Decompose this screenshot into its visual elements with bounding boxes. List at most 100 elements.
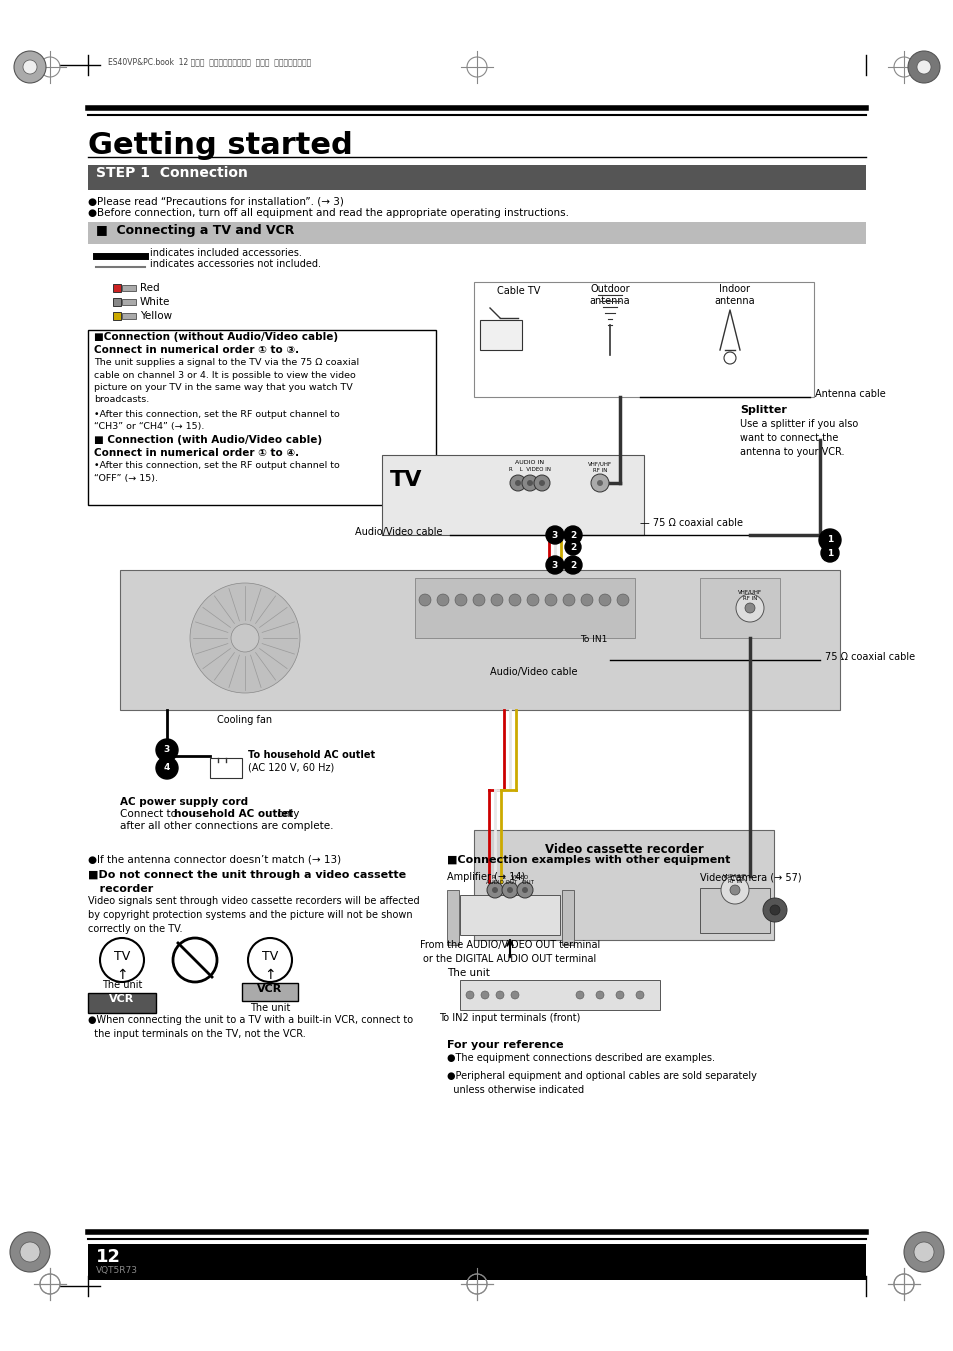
Circle shape xyxy=(818,530,841,551)
Text: ●The equipment connections described are examples.: ●The equipment connections described are… xyxy=(447,1052,714,1063)
Circle shape xyxy=(564,539,580,555)
Text: R    L  VIDEO IN: R L VIDEO IN xyxy=(509,467,551,471)
Text: Video camera (→ 57): Video camera (→ 57) xyxy=(700,871,801,882)
Text: Audio/Video cable: Audio/Video cable xyxy=(490,667,577,677)
Circle shape xyxy=(729,885,740,894)
Circle shape xyxy=(544,594,557,607)
Circle shape xyxy=(23,59,37,74)
Text: Amplifier (→ 14): Amplifier (→ 14) xyxy=(447,871,525,882)
Circle shape xyxy=(538,480,544,486)
Circle shape xyxy=(916,59,930,74)
Text: The unit: The unit xyxy=(102,979,142,990)
FancyBboxPatch shape xyxy=(474,830,773,940)
Circle shape xyxy=(590,474,608,492)
FancyBboxPatch shape xyxy=(415,578,635,638)
Text: — 75 Ω coaxial cable: — 75 Ω coaxial cable xyxy=(639,517,742,528)
Circle shape xyxy=(563,526,581,544)
Circle shape xyxy=(598,594,610,607)
Text: Connect in numerical order ① to ④.: Connect in numerical order ① to ④. xyxy=(94,449,299,458)
Circle shape xyxy=(617,594,628,607)
Circle shape xyxy=(156,757,178,780)
Circle shape xyxy=(526,480,533,486)
Circle shape xyxy=(563,557,581,574)
Text: VQT5R73: VQT5R73 xyxy=(96,1266,138,1275)
Circle shape xyxy=(636,992,643,998)
Text: ●When connecting the unit to a TV with a built-in VCR, connect to
  the input te: ●When connecting the unit to a TV with a… xyxy=(88,1015,413,1039)
Circle shape xyxy=(480,992,489,998)
FancyBboxPatch shape xyxy=(88,165,865,190)
Circle shape xyxy=(526,594,538,607)
Circle shape xyxy=(545,557,563,574)
Text: •After this connection, set the RF output channel to
“OFF” (→ 15).: •After this connection, set the RF outpu… xyxy=(94,461,339,482)
Circle shape xyxy=(720,875,748,904)
FancyBboxPatch shape xyxy=(122,299,136,305)
Circle shape xyxy=(418,594,431,607)
Text: ■Connection (without Audio/Video cable): ■Connection (without Audio/Video cable) xyxy=(94,332,337,342)
Text: TV: TV xyxy=(262,951,278,963)
Text: The unit supplies a signal to the TV via the 75 Ω coaxial
cable on channel 3 or : The unit supplies a signal to the TV via… xyxy=(94,358,358,404)
FancyBboxPatch shape xyxy=(112,312,121,320)
FancyBboxPatch shape xyxy=(479,320,521,350)
Text: 1: 1 xyxy=(826,535,832,544)
Circle shape xyxy=(534,476,550,490)
Circle shape xyxy=(576,992,583,998)
Text: Connect in numerical order ① to ③.: Connect in numerical order ① to ③. xyxy=(94,345,299,355)
Text: indicates accessories not included.: indicates accessories not included. xyxy=(150,259,320,269)
Text: 3: 3 xyxy=(551,561,558,570)
Text: To IN2 input terminals (front): To IN2 input terminals (front) xyxy=(438,1013,580,1023)
Text: Connect to: Connect to xyxy=(120,809,180,819)
Circle shape xyxy=(521,476,537,490)
Circle shape xyxy=(744,603,754,613)
Circle shape xyxy=(501,882,517,898)
Circle shape xyxy=(510,476,525,490)
Text: Getting started: Getting started xyxy=(88,131,353,159)
Circle shape xyxy=(517,882,533,898)
FancyBboxPatch shape xyxy=(120,570,840,711)
Text: Cable TV: Cable TV xyxy=(497,286,539,296)
Circle shape xyxy=(821,544,838,562)
Circle shape xyxy=(486,882,502,898)
Text: ●If the antenna connector doesn’t match (→ 13): ●If the antenna connector doesn’t match … xyxy=(88,855,341,865)
Text: TV: TV xyxy=(113,951,130,963)
Text: White: White xyxy=(140,297,171,307)
Text: ●Peripheral equipment and optional cables are sold separately
  unless otherwise: ●Peripheral equipment and optional cable… xyxy=(447,1071,756,1096)
Circle shape xyxy=(762,898,786,921)
Text: The unit: The unit xyxy=(250,1002,290,1013)
Circle shape xyxy=(509,594,520,607)
Circle shape xyxy=(616,992,623,998)
Text: From the AUDIO/VIDEO OUT terminal
or the DIGITAL AUDIO OUT terminal: From the AUDIO/VIDEO OUT terminal or the… xyxy=(419,940,599,965)
Text: AC power supply cord: AC power supply cord xyxy=(120,797,248,807)
Circle shape xyxy=(496,992,503,998)
Text: VHF/UHF
RF IN: VHF/UHF RF IN xyxy=(587,462,612,473)
Circle shape xyxy=(597,480,602,486)
Text: after all other connections are complete.: after all other connections are complete… xyxy=(120,821,334,831)
Circle shape xyxy=(769,905,780,915)
Text: 4: 4 xyxy=(164,763,170,773)
Circle shape xyxy=(506,888,513,893)
Text: To IN1: To IN1 xyxy=(579,635,607,644)
Text: 2: 2 xyxy=(569,543,576,551)
Text: AUDIO OUT   OUT: AUDIO OUT OUT xyxy=(485,880,534,885)
Circle shape xyxy=(580,594,593,607)
Circle shape xyxy=(903,1232,943,1273)
Text: Use a splitter if you also
want to connect the
antenna to your VCR.: Use a splitter if you also want to conne… xyxy=(740,419,858,457)
FancyBboxPatch shape xyxy=(88,222,865,245)
Text: For your reference: For your reference xyxy=(447,1040,563,1050)
FancyBboxPatch shape xyxy=(210,758,242,778)
Circle shape xyxy=(907,51,939,82)
Text: VHF/UHF
RF IN: VHF/UHF RF IN xyxy=(738,590,761,601)
Text: ES40VP&PC.book  12 ページ  ２００５年９月６日  火曜日  午前１０時２３分: ES40VP&PC.book 12 ページ ２００５年９月６日 火曜日 午前１０… xyxy=(108,58,311,66)
Circle shape xyxy=(14,51,46,82)
Text: ■Do not connect the unit through a video cassette
   recorder: ■Do not connect the unit through a video… xyxy=(88,870,406,894)
FancyBboxPatch shape xyxy=(459,894,559,935)
Text: VCR: VCR xyxy=(257,984,282,994)
Text: 75 Ω coaxial cable: 75 Ω coaxial cable xyxy=(824,653,914,662)
Text: ●Before connection, turn off all equipment and read the appropriate operating in: ●Before connection, turn off all equipme… xyxy=(88,208,568,218)
FancyBboxPatch shape xyxy=(474,282,813,397)
Text: 12: 12 xyxy=(96,1248,121,1266)
FancyBboxPatch shape xyxy=(122,285,136,290)
Circle shape xyxy=(156,739,178,761)
Circle shape xyxy=(596,992,603,998)
Text: 3: 3 xyxy=(164,746,170,754)
Text: Red: Red xyxy=(140,282,159,293)
